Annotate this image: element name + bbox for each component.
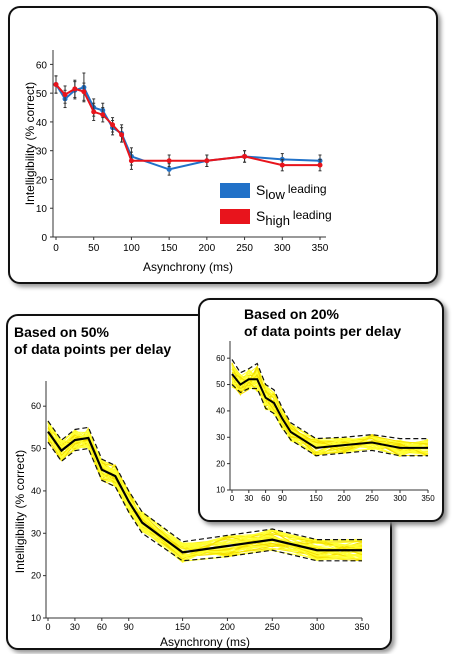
x-tick-label: 60: [261, 494, 270, 503]
data-point: [53, 82, 59, 88]
data-point: [100, 112, 106, 118]
x-tick-label: 250: [236, 243, 253, 254]
y-tick-label: 30: [216, 433, 225, 442]
x-tick-label: 200: [199, 243, 216, 254]
data-point: [166, 166, 172, 172]
bootstrap-samples: [231, 362, 429, 458]
data-point: [91, 109, 97, 115]
upper-bound-line: [47, 420, 362, 543]
x-tick-label: 90: [278, 494, 287, 503]
legend-swatch: [220, 209, 250, 224]
y-tick-label: 0: [41, 233, 47, 244]
sample-line: [231, 365, 429, 449]
y-tick-label: 30: [31, 528, 41, 538]
title-line-2: of data points per delay: [14, 341, 172, 357]
lower-bound-line: [231, 384, 428, 457]
data-point: [242, 153, 248, 159]
x-tick-label: 350: [312, 243, 329, 254]
data-point: [128, 158, 134, 164]
x-tick-label: 50: [88, 243, 100, 254]
x-tick-label: 250: [265, 622, 280, 632]
x-tick-label: 30: [70, 622, 80, 632]
panel-line-chart: [8, 6, 438, 284]
x-tick-label: 0: [53, 243, 59, 254]
x-tick-label: 300: [274, 243, 291, 254]
x-axis-label: Asynchrony (ms): [143, 260, 233, 274]
y-axis-label: Intelligibility (% correct): [23, 82, 37, 205]
x-tick-label: 150: [175, 622, 190, 632]
lower-bound-line: [47, 441, 362, 562]
y-tick-label: 20: [36, 175, 48, 186]
title-line-2: of data points per delay: [244, 323, 402, 339]
y-tick-label: 10: [31, 613, 41, 623]
y-tick-label: 10: [216, 486, 225, 495]
x-tick-label: 0: [230, 494, 235, 503]
y-tick-label: 40: [216, 407, 225, 416]
x-axis-label: Asynchrony (ms): [160, 635, 250, 649]
title-line-1: Based on 20%: [244, 306, 339, 322]
y-tick-label: 30: [36, 147, 48, 158]
data-point: [204, 158, 210, 164]
data-point: [279, 162, 285, 168]
y-tick-label: 10: [36, 204, 48, 215]
x-tick-label: 30: [244, 494, 253, 503]
y-tick-label: 60: [216, 354, 225, 363]
x-tick-label: 0: [45, 622, 50, 632]
y-tick-label: 50: [31, 444, 41, 454]
data-point: [81, 89, 87, 95]
data-point: [62, 92, 68, 98]
x-tick-label: 300: [393, 494, 407, 503]
y-axis-label: Intelligibility (% correct): [13, 450, 27, 573]
legend-swatch: [220, 183, 250, 198]
mean-line: [47, 430, 362, 554]
x-tick-label: 200: [220, 622, 235, 632]
x-tick-label: 200: [337, 494, 351, 503]
data-point: [119, 132, 125, 138]
data-point: [166, 158, 172, 164]
x-tick-label: 350: [421, 494, 435, 503]
y-tick-label: 50: [216, 380, 225, 389]
y-tick-label: 40: [31, 486, 41, 496]
x-tick-label: 90: [124, 622, 134, 632]
x-tick-label: 300: [310, 622, 325, 632]
sample-line: [47, 436, 363, 560]
data-point: [72, 86, 78, 92]
panel-bootstrap-20: Based on 20% of data points per delay: [198, 298, 444, 522]
x-tick-label: 150: [161, 243, 178, 254]
series-high: [53, 75, 323, 172]
x-tick-label: 150: [309, 494, 323, 503]
data-point: [110, 122, 116, 128]
data-point: [317, 162, 323, 168]
y-tick-label: 60: [31, 401, 41, 411]
y-tick-label: 50: [36, 89, 48, 100]
y-tick-label: 60: [36, 60, 48, 71]
upper-bound-line: [231, 359, 428, 440]
y-tick-label: 20: [31, 571, 41, 581]
sample-line: [231, 379, 429, 457]
legend-label: Shigh leading: [256, 208, 332, 228]
y-tick-label: 20: [216, 459, 225, 468]
title-line-1: Based on 50%: [14, 324, 109, 340]
mean-line: [231, 373, 428, 449]
legend-label: Slow leading: [256, 182, 327, 202]
x-tick-label: 250: [365, 494, 379, 503]
x-tick-label: 60: [97, 622, 107, 632]
y-tick-label: 40: [36, 118, 48, 129]
x-tick-label: 100: [123, 243, 140, 254]
x-tick-label: 350: [354, 622, 369, 632]
